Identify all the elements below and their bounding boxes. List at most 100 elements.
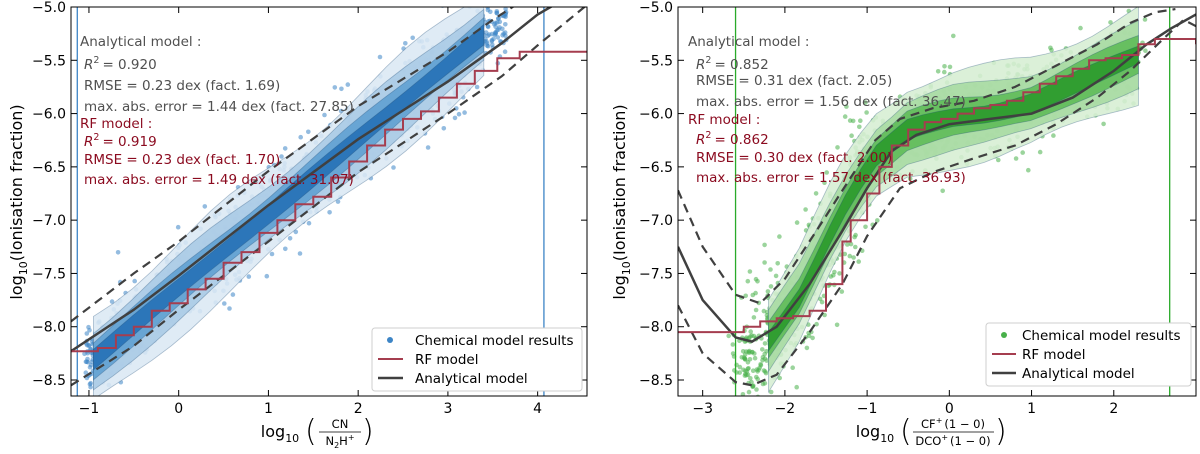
right-scatter-point — [805, 346, 810, 351]
right-scatter-point — [837, 271, 842, 276]
left-legend-label-analytical: Analytical model — [415, 371, 528, 387]
right-scatter-point — [849, 133, 854, 138]
left-scatter-point — [227, 306, 232, 311]
right-x-axis-label-numerator: CF+(1 − 0) — [921, 416, 985, 431]
left-scatter-point — [488, 10, 493, 15]
left-scatter-point — [283, 146, 288, 151]
right-legend-label-scatter: Chemical model results — [1022, 328, 1180, 344]
right-x-axis-label-lparen: ( — [900, 414, 912, 449]
left-rf-rmse: RMSE = 0.23 dex (fact. 1.70) — [84, 152, 280, 168]
right-scatter-point — [1078, 26, 1083, 31]
right-scatter-point — [835, 323, 840, 328]
left-x-axis-label-lparen: ( — [305, 414, 317, 449]
left-rf-maxerr: max. abs. error = 1.49 dex (fact. 31.07) — [84, 172, 354, 188]
right-scatter-point — [745, 369, 750, 374]
right-y-tick-label: −5.5 — [639, 53, 673, 69]
right-scatter-point — [848, 118, 853, 123]
right-scatter-point — [769, 284, 774, 289]
right-y-tick-label: −6.0 — [639, 107, 673, 123]
left-scatter-point — [298, 135, 303, 140]
right-scatter-point — [863, 225, 868, 230]
right-scatter-point — [853, 233, 858, 238]
left-scatter-point — [203, 204, 208, 209]
right-scatter-point — [754, 375, 759, 380]
right-scatter-point — [1048, 46, 1053, 51]
right-scatter-point — [864, 110, 869, 115]
right-scatter-point — [737, 404, 742, 409]
left-scatter-point — [110, 398, 115, 403]
right-rf-rmse: RMSE = 0.30 dex (fact. 2.00) — [696, 150, 892, 166]
right-scatter-point — [761, 397, 766, 402]
right-scatter-point — [742, 355, 747, 360]
right-scatter-point — [754, 308, 759, 313]
right-scatter-point — [803, 207, 808, 212]
left-scatter-point — [403, 41, 408, 46]
right-scatter-point — [942, 64, 947, 69]
right-analytical-maxerr: max. abs. error = 1.56 dex (fact. 36.47) — [696, 94, 966, 110]
right-scatter-point — [835, 145, 840, 150]
right-scatter-point — [777, 234, 782, 239]
right-scatter-point — [857, 125, 862, 130]
right-scatter-point — [858, 118, 863, 123]
right-scatter-point — [749, 333, 754, 338]
left-x-tick-label: 3 — [443, 401, 452, 417]
right-scatter-point — [762, 260, 767, 265]
right-scatter-point — [755, 279, 760, 284]
right-scatter-point — [741, 349, 746, 354]
right-x-tick-label: −3 — [692, 401, 713, 417]
left-scatter-point — [346, 82, 351, 87]
right-scatter-point — [747, 435, 752, 440]
right-scatter-point — [762, 352, 767, 357]
left-scatter-point — [410, 36, 415, 41]
left-y-tick-label: −5.5 — [32, 53, 66, 69]
right-scatter-point — [726, 334, 731, 339]
right-scatter-point — [749, 380, 754, 385]
left-x-tick-label: 0 — [174, 401, 183, 417]
right-scatter-point — [763, 381, 768, 386]
left-scatter-point — [378, 55, 383, 60]
right-y-tick-label: −6.5 — [639, 160, 673, 176]
left-scatter-point — [481, 0, 486, 5]
right-y-tick-label: −7.0 — [639, 213, 673, 229]
right-x-tick-label: 2 — [1109, 401, 1118, 417]
left-scatter-point — [222, 301, 227, 306]
right-scatter-point — [843, 114, 848, 119]
left-scatter-point — [462, 110, 467, 115]
left-legend: Chemical model results RF model Analytic… — [372, 328, 582, 391]
left-scatter-point — [484, 39, 489, 44]
left-y-axis-label: log10(Ionisation fraction) — [7, 104, 30, 299]
left-y-tick-label: −6.0 — [32, 107, 66, 123]
right-scatter-point — [731, 351, 736, 356]
right-x-axis-label-denominator: DCO+(1 − 0) — [915, 433, 990, 448]
right-scatter-point — [763, 341, 768, 346]
left-analytical-maxerr: max. abs. error = 1.44 dex (fact. 27.85) — [84, 99, 354, 115]
left-y-tick-label: −8.5 — [32, 373, 66, 389]
right-scatter-point — [746, 350, 751, 355]
right-scatter-point — [951, 34, 956, 39]
left-scatter-point — [391, 165, 396, 170]
right-x-tick-label: −1 — [857, 401, 878, 417]
right-scatter-point — [794, 385, 799, 390]
right-legend: Chemical model results RF model Analytic… — [986, 323, 1191, 386]
left-y-tick-label: −8.0 — [32, 320, 66, 336]
right-scatter-point — [754, 387, 759, 392]
right-legend-label-rf: RF model — [1022, 347, 1085, 363]
right-scatter-point — [936, 69, 941, 74]
left-scatter-point — [270, 252, 275, 257]
left-scatter-point — [493, 21, 498, 26]
left-scatter-point — [503, 49, 508, 54]
left-scatter-point — [288, 236, 293, 241]
left-scatter-point — [88, 365, 93, 370]
right-analytical-rmse: RMSE = 0.31 dex (fact. 2.05) — [696, 73, 892, 89]
right-legend-marker-scatter — [1001, 332, 1007, 338]
left-analytical-title: Analytical model : — [80, 34, 201, 50]
left-scatter-point — [475, 85, 480, 90]
left-scatter-point — [494, 11, 499, 16]
left-scatter-point — [486, 44, 491, 49]
left-y-tick-label: −6.5 — [32, 160, 66, 176]
right-scatter-point — [764, 371, 769, 376]
left-scatter-point — [496, 0, 501, 3]
right-scatter-point — [746, 279, 751, 284]
